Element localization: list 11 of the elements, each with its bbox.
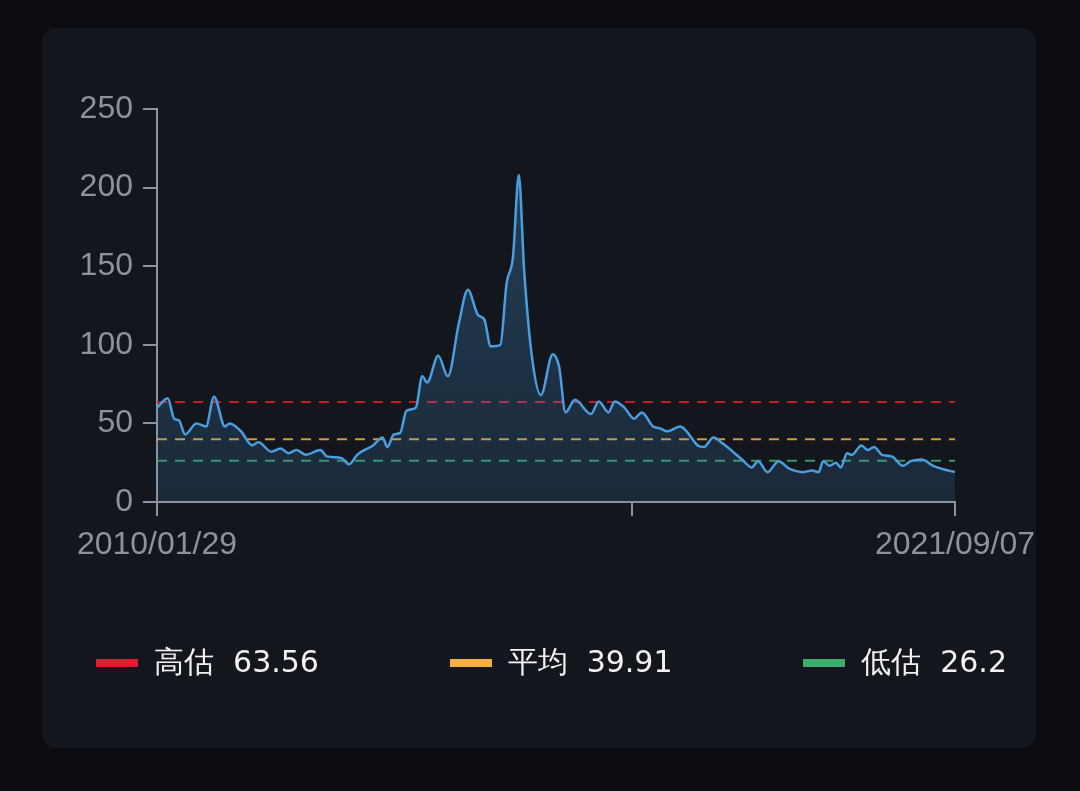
y-tick-label: 100 <box>79 324 133 361</box>
y-tick-label: 200 <box>79 167 133 204</box>
x-tick-label: 2010/01/29 <box>76 525 238 562</box>
y-tick-label: 50 <box>97 403 133 440</box>
legend-label: 高估 63.56 <box>154 643 319 681</box>
legend-label: 低估 26.2 <box>861 643 1007 681</box>
y-tick-label: 250 <box>79 88 133 125</box>
y-tick-label: 150 <box>79 246 133 283</box>
x-tick-label: 2021/09/07 <box>874 525 1036 562</box>
y-tick-label: 0 <box>115 481 133 518</box>
legend-label: 平均 39.91 <box>507 643 673 681</box>
